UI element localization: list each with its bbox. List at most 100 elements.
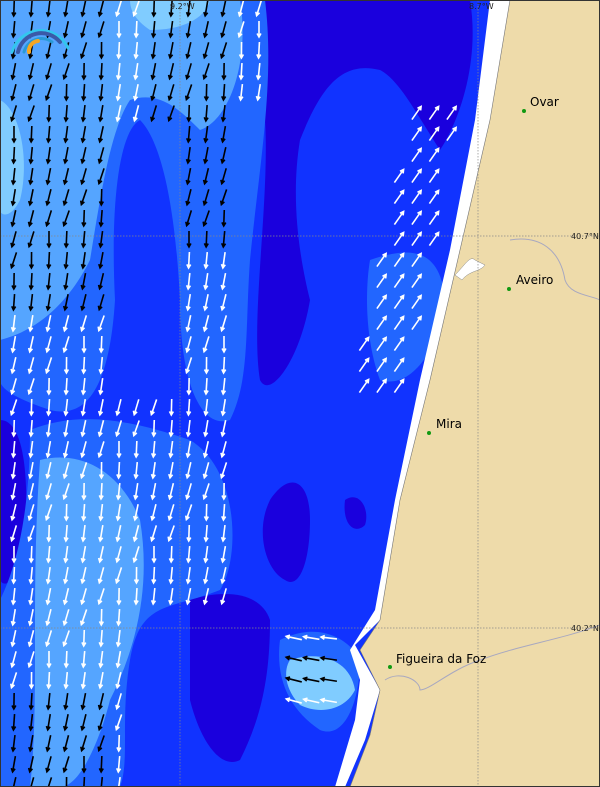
wave-arrow-head: [45, 347, 51, 354]
wave-arrow-head: [115, 704, 121, 711]
wave-arrow: [46, 440, 52, 458]
city-figueira-da-foz[interactable]: Figueira da Foz: [396, 652, 486, 666]
wave-arrow: [376, 315, 387, 331]
wave-arrow-head: [63, 284, 69, 291]
wave-arrow: [81, 545, 87, 563]
wave-arrow-head: [202, 494, 208, 501]
wave-arrow: [82, 104, 86, 122]
wave-arrow: [428, 126, 440, 142]
wave-arrow: [203, 21, 210, 37]
wave-arrow-head: [185, 473, 191, 480]
wave-arrow: [303, 635, 320, 641]
wave-arrow: [80, 735, 88, 751]
wave-arrow: [116, 503, 122, 521]
wave-arrow-head: [45, 557, 52, 564]
wave-arrow-head: [80, 662, 87, 669]
wave-arrow: [65, 230, 68, 248]
wave-arrow: [186, 42, 192, 58]
wave-arrow-head: [319, 676, 326, 682]
wave-arrow: [81, 588, 87, 604]
wave-arrow: [30, 692, 33, 710]
wave-arrow-head: [133, 600, 139, 606]
wave-arrow-head: [284, 676, 291, 682]
wave-arrow: [115, 420, 123, 436]
wave-arrow: [99, 251, 104, 269]
wave-arrow: [65, 650, 68, 668]
wave-arrow-head: [27, 242, 33, 249]
wave-arrow-head: [434, 126, 440, 132]
wave-arrow-head: [45, 326, 51, 333]
wave-arrow: [320, 677, 338, 683]
wave-arrow-head: [10, 767, 16, 774]
wave-arrow: [98, 294, 105, 310]
wave-arrow: [186, 483, 192, 499]
wave-arrow: [46, 587, 52, 605]
wave-arrow: [47, 692, 51, 710]
wave-arrow-head: [151, 12, 157, 18]
wave-arrow: [47, 125, 51, 143]
wave-arrow: [65, 104, 68, 122]
wave-arrow: [28, 504, 35, 520]
wave-arrow: [81, 420, 87, 436]
wave-arrow: [11, 357, 17, 373]
city-ovar[interactable]: Ovar: [530, 95, 559, 109]
city-aveiro[interactable]: Aveiro: [516, 273, 553, 287]
wave-arrow-head: [45, 767, 51, 774]
wave-arrow: [187, 524, 191, 542]
wave-arrow: [135, 587, 138, 605]
wave-arrow: [63, 756, 70, 772]
wave-arrow-head: [203, 137, 209, 144]
wave-arrow-head: [168, 452, 174, 459]
lat-label: 40.2°N: [571, 624, 599, 633]
wave-arrow-head: [203, 158, 209, 165]
wave-arrow: [203, 588, 210, 604]
wave-arrow-head: [150, 32, 157, 39]
wave-arrow: [81, 567, 87, 583]
wave-arrow: [99, 524, 104, 542]
wave-arrow-head: [115, 494, 122, 501]
wave-arrow: [100, 209, 103, 227]
wave-arrow-head: [98, 221, 104, 228]
city-mira[interactable]: Mira: [436, 417, 462, 431]
wave-arrow: [185, 504, 193, 520]
wave-arrow: [116, 693, 122, 709]
wave-arrow: [82, 503, 86, 521]
wave-arrow-head: [116, 474, 122, 480]
wave-arrow-head: [151, 579, 157, 585]
wave-arrow: [303, 677, 320, 683]
wave-arrow-head: [132, 431, 138, 438]
wave-arrow: [64, 0, 69, 17]
wave-arrow-head: [45, 158, 51, 165]
wave-arrow-head: [45, 179, 51, 186]
wave-arrow-head: [98, 75, 104, 81]
wave-arrow-head: [399, 210, 405, 216]
wave-arrow-head: [10, 263, 15, 270]
wave-arrow: [99, 377, 104, 395]
wave-arrow: [220, 42, 228, 58]
wave-arrow: [393, 168, 405, 184]
wave-arrow: [99, 671, 104, 689]
wave-arrow: [82, 251, 86, 269]
wave-arrow-head: [28, 746, 34, 753]
wave-arrow: [168, 105, 175, 121]
wave-arrow: [98, 273, 105, 289]
wave-arrow: [238, 0, 245, 16]
wave-arrow: [80, 42, 88, 58]
wave-arrow-head: [364, 336, 370, 342]
wave-arrow-head: [10, 221, 16, 228]
wave-arrow-head: [44, 95, 50, 102]
wave-arrow-head: [62, 221, 68, 228]
wave-arrow: [393, 378, 405, 394]
wave-arrow-head: [168, 599, 174, 606]
wave-arrow: [133, 105, 140, 121]
wave-arrow: [134, 461, 139, 479]
wave-arrow-head: [28, 684, 35, 690]
wave-arrow: [30, 545, 33, 563]
wave-arrow: [81, 294, 87, 310]
wave-arrow: [11, 630, 17, 646]
wave-arrow-head: [45, 599, 51, 606]
wave-arrow: [30, 777, 35, 787]
